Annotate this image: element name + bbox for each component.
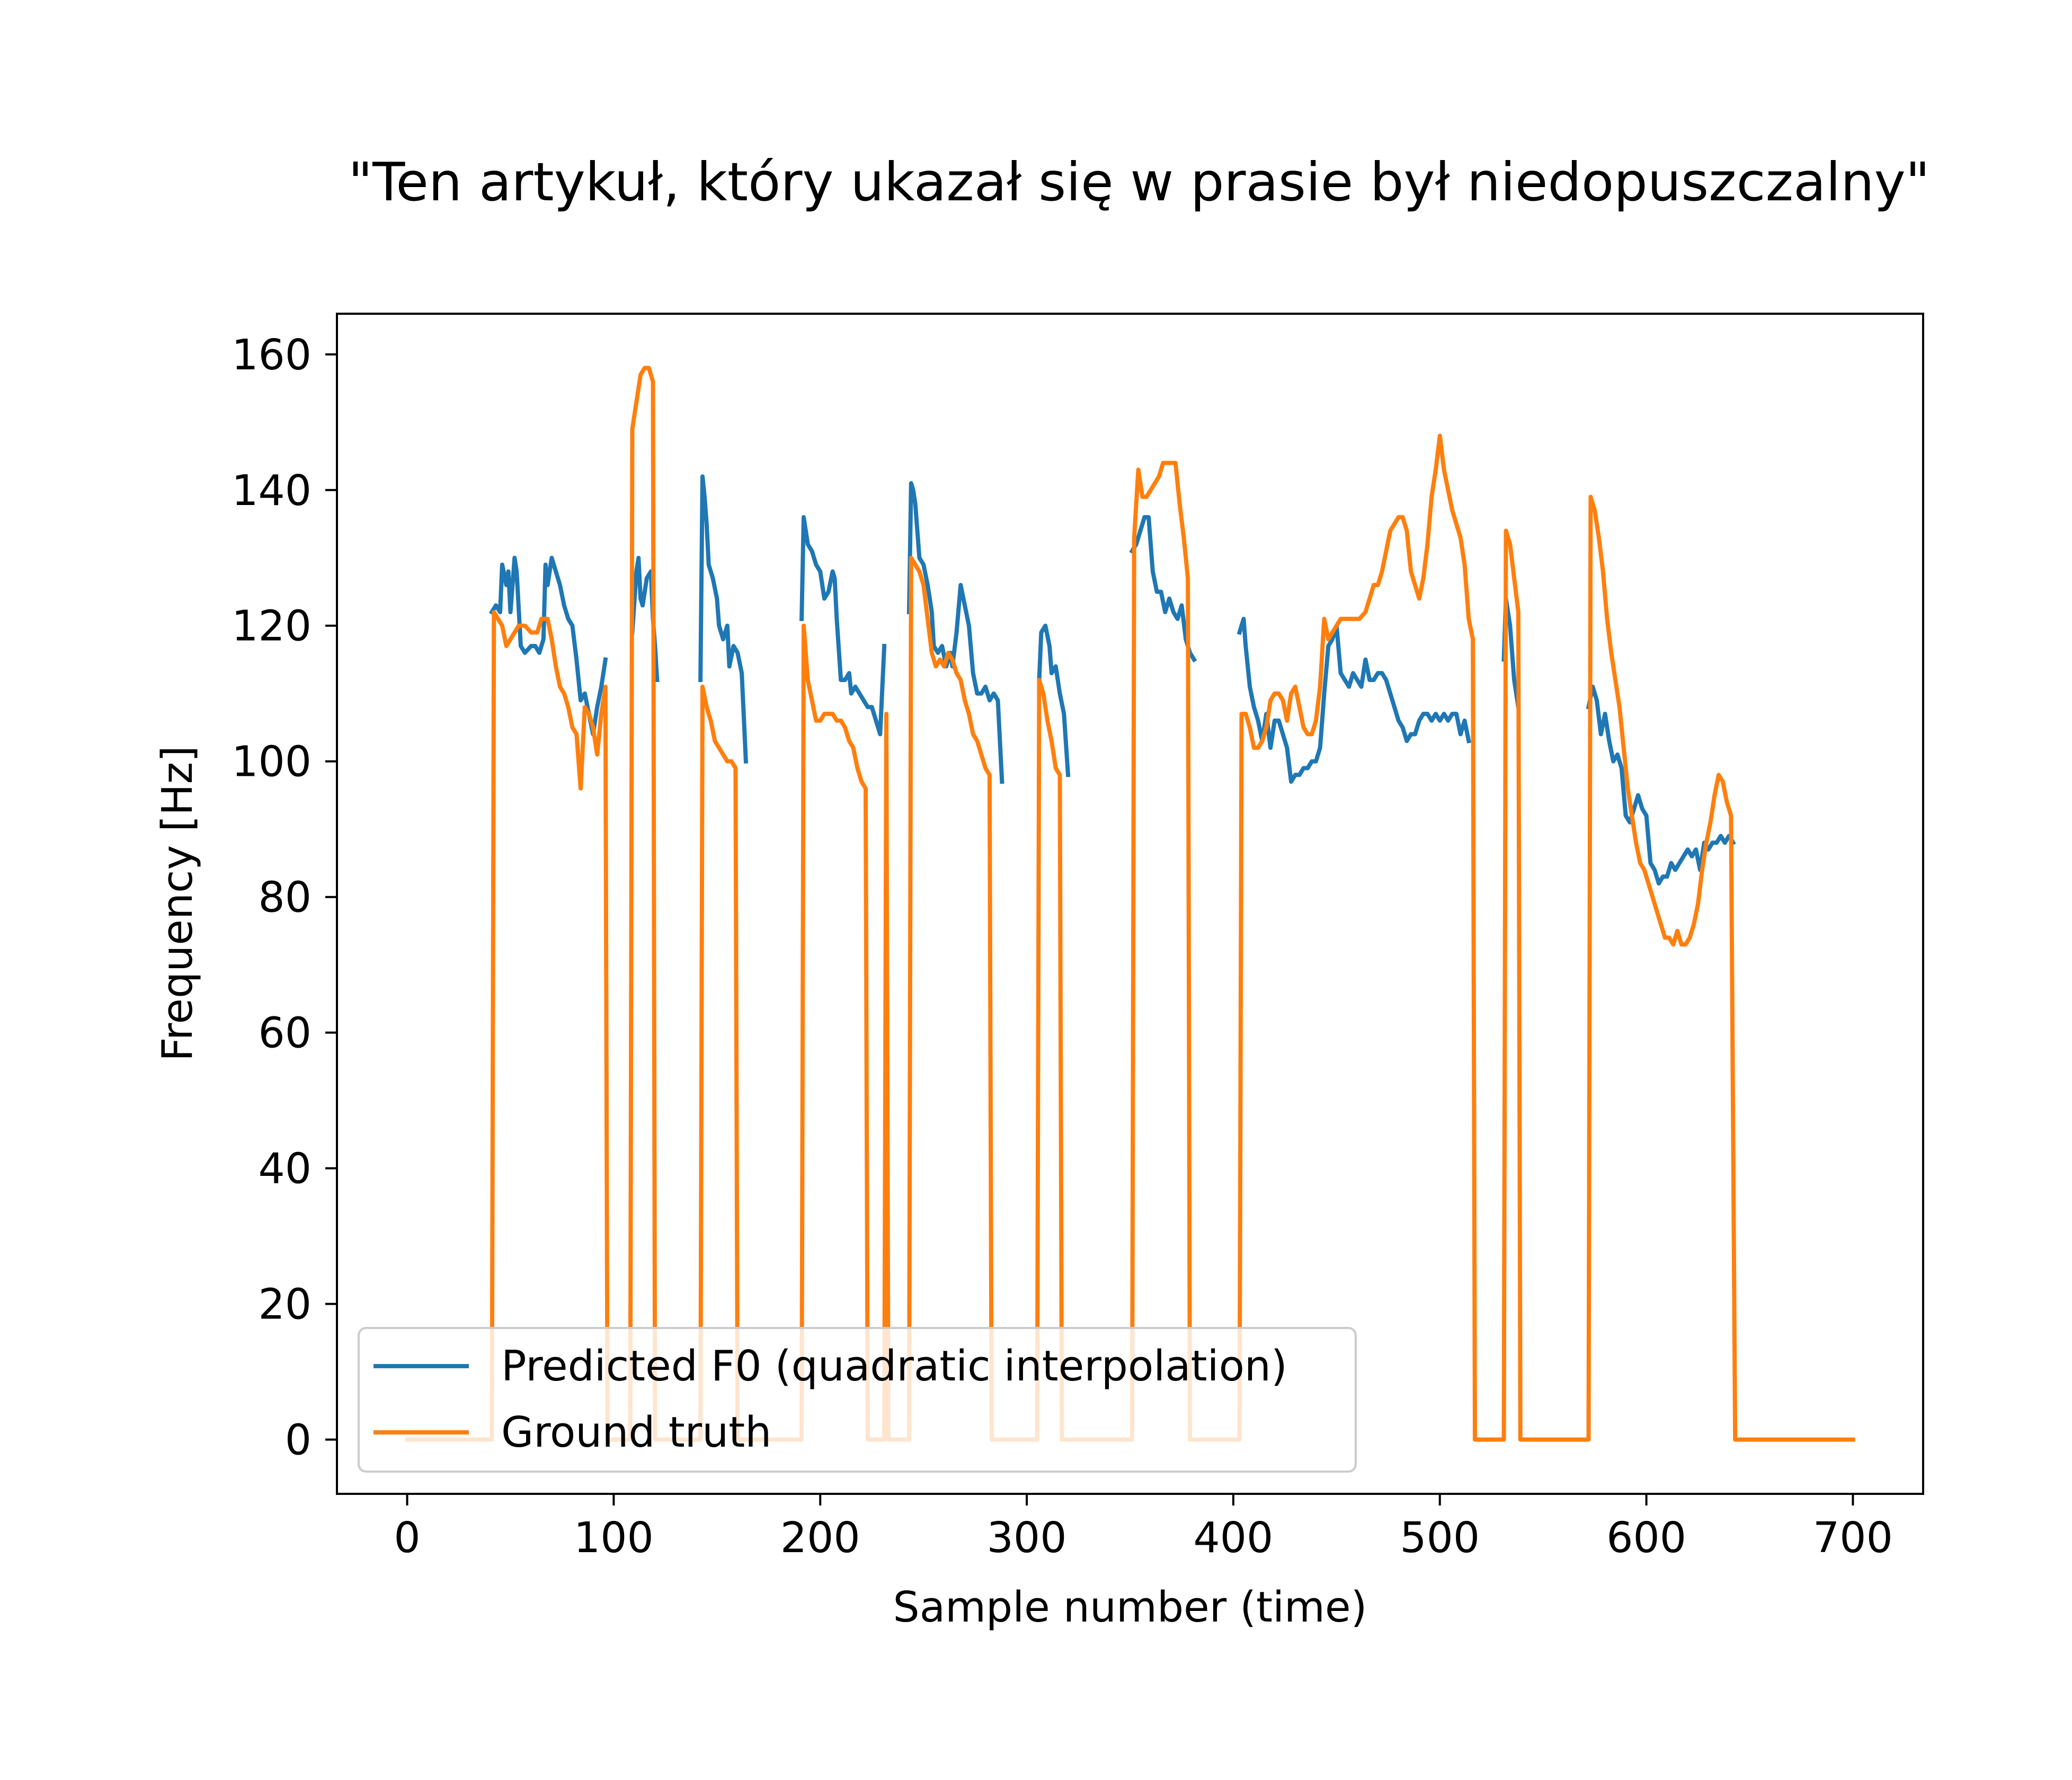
x-tick-label-100: 100	[574, 1513, 654, 1562]
y-tick-label-120: 120	[232, 602, 312, 651]
series-0-line-2	[698, 474, 749, 764]
series-1-line-0	[405, 366, 1855, 1442]
y-axis-label: Frequency [Hz]	[153, 746, 202, 1061]
y-tick-label-0: 0	[285, 1416, 312, 1465]
legend-box	[358, 1327, 1357, 1473]
x-tick-label-600: 600	[1606, 1513, 1686, 1562]
x-tick-label-200: 200	[780, 1513, 860, 1562]
y-axis: 0 20 40 60 80 100 120 140 160	[232, 331, 337, 1465]
series-0-line-5	[1037, 623, 1071, 777]
x-tick-label-700: 700	[1813, 1513, 1893, 1562]
plot-frame	[336, 313, 1924, 1495]
y-tick-label-20: 20	[258, 1280, 312, 1329]
legend-label-predicted: Predicted F0 (quadratic interpolation)	[501, 1342, 1287, 1391]
series-0-line-7	[1237, 616, 1472, 784]
series-layer	[405, 366, 1855, 1442]
chart-title: "Ten artykuł, który ukazał się w prasie …	[348, 151, 1930, 213]
legend: Predicted F0 (quadratic interpolation) G…	[358, 1327, 1357, 1473]
series-0-line-6	[1129, 515, 1197, 663]
x-tick-label-500: 500	[1400, 1513, 1480, 1562]
plot-area	[336, 313, 1924, 1495]
x-axis-label: Sample number (time)	[893, 1583, 1367, 1632]
series-0-line-0	[488, 555, 608, 737]
y-tick-label-80: 80	[258, 873, 312, 922]
y-tick-label-160: 160	[232, 331, 312, 379]
x-tick-label-300: 300	[987, 1513, 1067, 1562]
legend-label-ground-truth: Ground truth	[501, 1408, 771, 1457]
y-tick-label-40: 40	[258, 1145, 312, 1193]
x-tick-label-0: 0	[394, 1513, 420, 1562]
y-tick-label-100: 100	[232, 738, 312, 786]
x-axis: 0 100 200 300 400 500 600 700	[394, 1494, 1893, 1562]
series-0-line-9	[1586, 684, 1736, 886]
y-tick-label-60: 60	[258, 1009, 312, 1058]
x-tick-label-400: 400	[1194, 1513, 1274, 1562]
plot-background	[337, 314, 1923, 1494]
series-0-line-3	[799, 515, 887, 737]
y-tick-label-140: 140	[232, 466, 312, 515]
